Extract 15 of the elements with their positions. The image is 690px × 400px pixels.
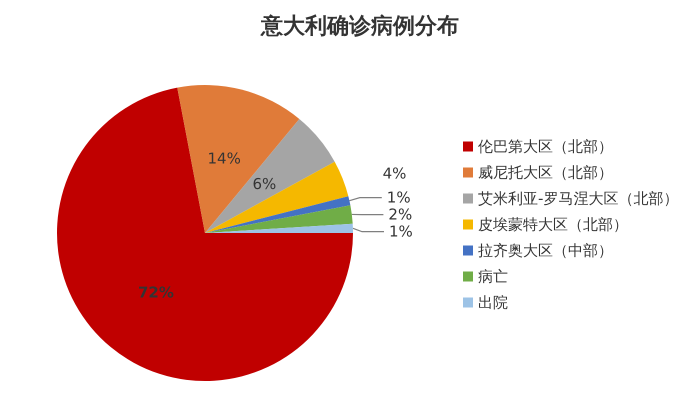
- data-label: 14%: [207, 149, 241, 168]
- chart-title: 意大利确诊病例分布: [260, 13, 459, 39]
- legend-label: 皮埃蒙特大区（北部）: [478, 216, 628, 234]
- legend-label: 伦巴第大区（北部）: [478, 138, 613, 156]
- legend-label: 威尼托大区（北部）: [478, 164, 613, 182]
- legend-label: 病亡: [478, 268, 508, 286]
- legend-label: 拉齐奥大区（中部）: [478, 242, 613, 260]
- legend-label: 艾米利亚-罗马涅大区（北部）: [478, 190, 678, 208]
- data-label: 4%: [382, 164, 406, 182]
- data-label: 1%: [386, 188, 411, 207]
- legend-label: 出院: [478, 294, 508, 312]
- data-label: 72%: [138, 283, 174, 302]
- data-label: 1%: [388, 222, 413, 241]
- data-label: 2%: [388, 206, 412, 224]
- data-label: 6%: [252, 174, 276, 193]
